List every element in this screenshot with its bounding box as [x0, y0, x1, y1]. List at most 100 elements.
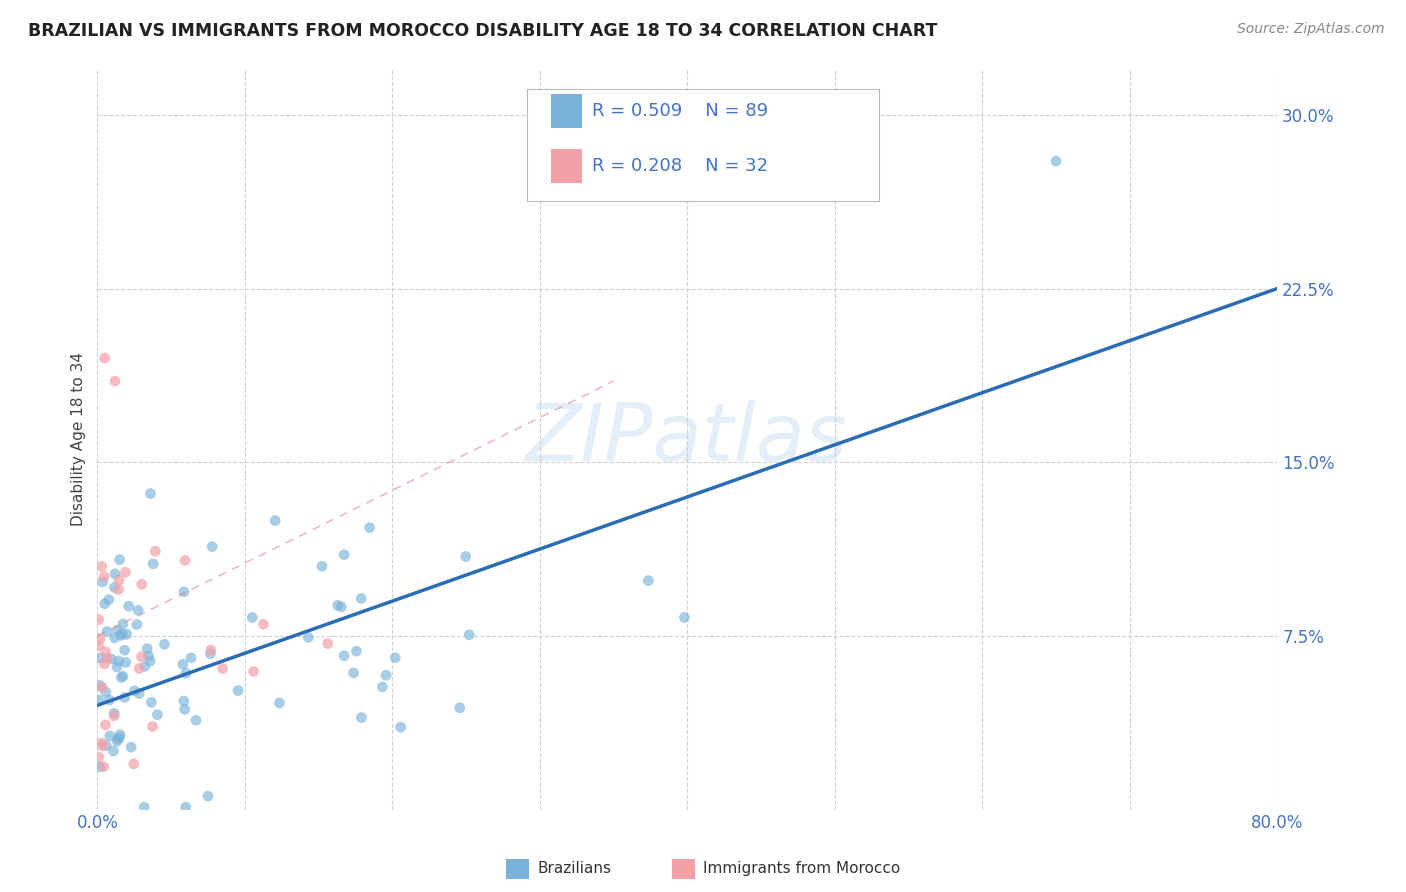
Point [211, 661, 233, 675]
Point [316, 637, 339, 651]
Point [108, 573, 131, 587]
Point [201, 540, 224, 554]
Point [120, 740, 142, 755]
Point [105, 660, 128, 674]
Point [107, 731, 129, 746]
Point [90, 559, 112, 574]
Point [172, 657, 194, 672]
Point [384, 650, 406, 665]
Text: R = 0.509    N = 89: R = 0.509 N = 89 [592, 102, 768, 120]
Point [93, 759, 115, 773]
Point [87, 639, 110, 653]
Point [115, 656, 138, 670]
Point [124, 683, 146, 698]
Point [98, 729, 121, 743]
Point [91, 574, 114, 589]
Point [97, 592, 120, 607]
Point [242, 665, 264, 679]
Point [197, 789, 219, 804]
Point [115, 627, 138, 641]
Point [342, 665, 364, 680]
Point [375, 668, 398, 682]
Point [105, 734, 128, 748]
Point [98, 693, 121, 707]
Point [89, 760, 111, 774]
Point [103, 581, 125, 595]
Point [269, 696, 291, 710]
Point [107, 654, 129, 668]
Point [252, 617, 274, 632]
Point [142, 557, 165, 571]
Point [637, 574, 659, 588]
Text: ZIPatlas: ZIPatlas [526, 400, 848, 478]
Point [454, 549, 477, 564]
Point [94, 645, 117, 659]
Point [127, 603, 149, 617]
Point [131, 649, 153, 664]
Point [371, 680, 394, 694]
Point [107, 582, 129, 597]
Point [458, 628, 481, 642]
Point [673, 610, 696, 624]
Point [111, 627, 134, 641]
Point [87, 613, 110, 627]
Point [114, 690, 136, 705]
Point [200, 643, 222, 657]
Point [136, 641, 159, 656]
Point [346, 644, 368, 658]
Point [93, 657, 115, 672]
Point [110, 670, 132, 684]
Point [111, 669, 134, 683]
Point [139, 654, 162, 668]
Point [131, 577, 153, 591]
Point [449, 700, 471, 714]
Point [326, 599, 349, 613]
Point [128, 686, 150, 700]
Point [89, 678, 111, 692]
Point [118, 599, 141, 614]
Point [96, 651, 118, 665]
Point [93, 351, 115, 365]
Text: Immigrants from Morocco: Immigrants from Morocco [703, 862, 900, 876]
Point [134, 800, 156, 814]
Point [389, 720, 412, 734]
Text: BRAZILIAN VS IMMIGRANTS FROM MOROCCO DISABILITY AGE 18 TO 34 CORRELATION CHART: BRAZILIAN VS IMMIGRANTS FROM MOROCCO DIS… [28, 22, 938, 40]
Point [87, 750, 110, 764]
Point [350, 710, 373, 724]
Point [240, 610, 263, 624]
Point [89, 651, 111, 665]
Text: Source: ZipAtlas.com: Source: ZipAtlas.com [1237, 22, 1385, 37]
Point [103, 744, 125, 758]
Point [174, 800, 197, 814]
Point [311, 559, 333, 574]
Point [333, 648, 356, 663]
Point [333, 548, 356, 562]
Point [128, 661, 150, 675]
Point [173, 584, 195, 599]
Point [134, 659, 156, 673]
Point [141, 695, 163, 709]
Text: R = 0.208    N = 32: R = 0.208 N = 32 [592, 157, 768, 175]
Text: Brazilians: Brazilians [537, 862, 612, 876]
Point [180, 650, 202, 665]
Point [359, 521, 381, 535]
Point [103, 709, 125, 723]
Point [1045, 154, 1067, 169]
Point [146, 707, 169, 722]
Point [122, 756, 145, 771]
Point [297, 631, 319, 645]
Point [142, 720, 165, 734]
Point [93, 597, 115, 611]
Point [153, 637, 176, 651]
Point [226, 683, 249, 698]
Point [330, 599, 353, 614]
Point [114, 643, 136, 657]
Point [104, 374, 127, 388]
Point [174, 666, 197, 681]
Point [350, 591, 373, 606]
Point [94, 685, 117, 699]
Point [110, 628, 132, 642]
Point [100, 652, 122, 666]
Point [114, 566, 136, 580]
Point [111, 616, 134, 631]
